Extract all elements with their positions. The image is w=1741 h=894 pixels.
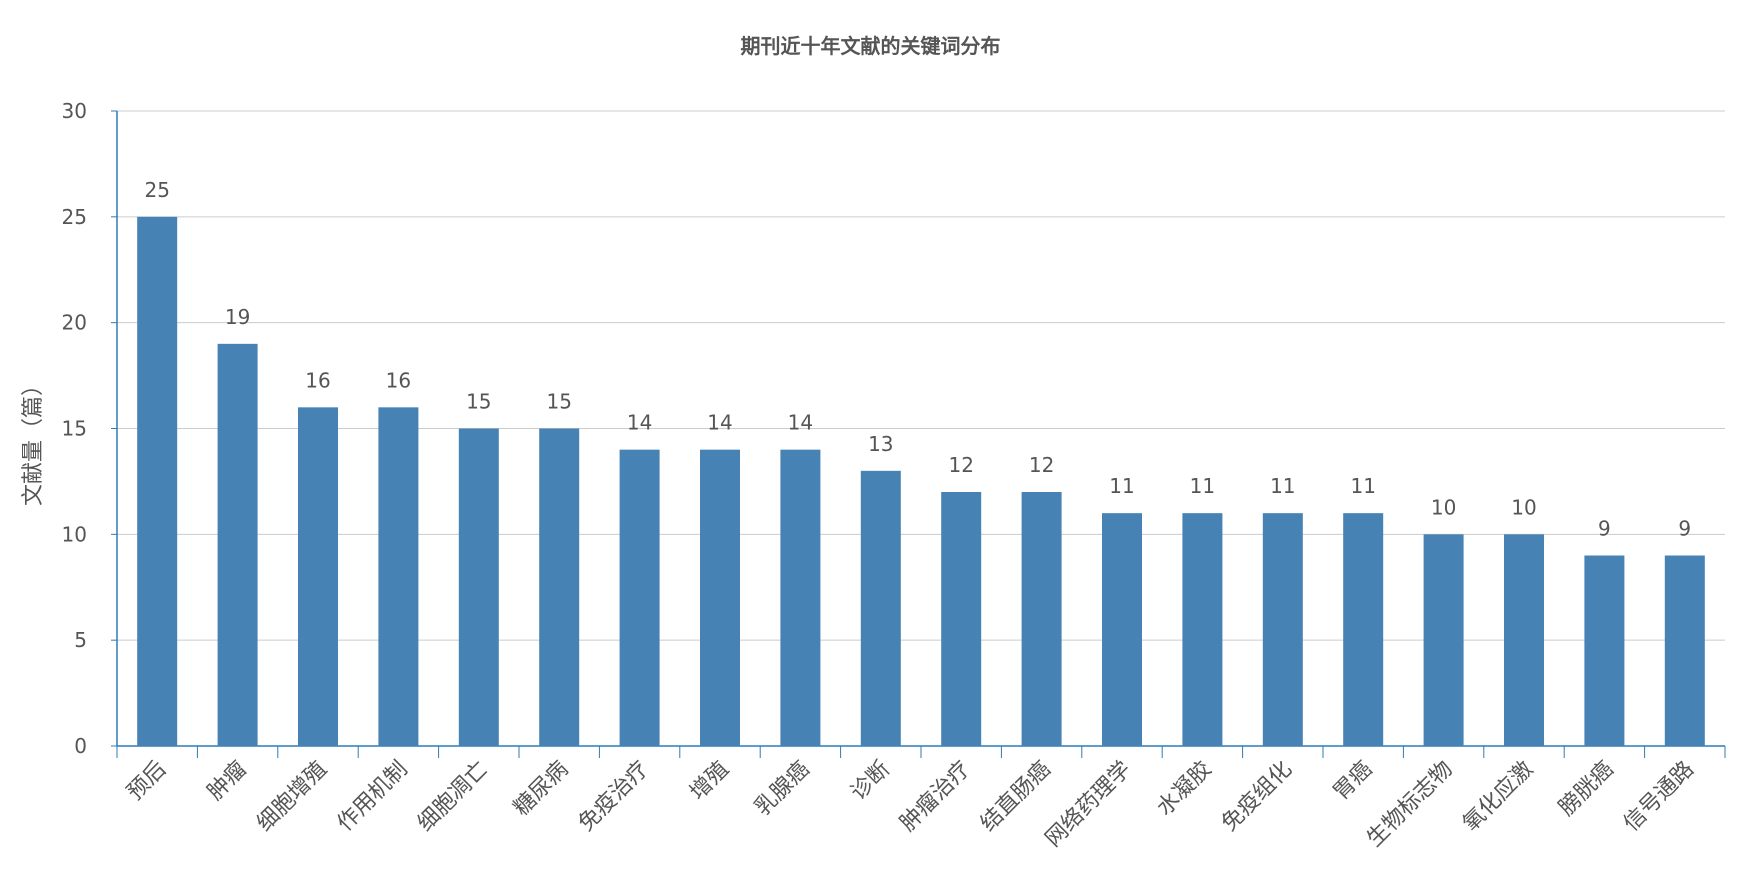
data-label: 14: [788, 411, 813, 435]
bar: [619, 449, 660, 746]
x-tick-label: 细胞凋亡: [413, 757, 493, 837]
data-label: 25: [144, 178, 169, 202]
data-label: 11: [1190, 474, 1215, 498]
x-tick-label: 肿瘤: [203, 757, 252, 806]
y-tick-label: 25: [62, 205, 87, 229]
data-label: 19: [225, 305, 250, 329]
data-label: 16: [386, 368, 411, 392]
x-tick-label: 增殖: [685, 757, 734, 806]
bar: [1182, 513, 1223, 746]
data-label: 14: [707, 411, 732, 435]
data-label: 9: [1598, 517, 1611, 541]
x-tick-label: 免疫治疗: [574, 757, 654, 837]
data-label: 13: [868, 432, 893, 456]
y-tick-label: 0: [74, 734, 87, 758]
bar: [860, 470, 901, 746]
chart-title: 期刊近十年文献的关键词分布: [740, 34, 1001, 58]
bar: [1021, 492, 1062, 746]
x-tick-label: 诊断: [846, 757, 895, 806]
x-tick-label: 氧化应激: [1458, 757, 1538, 837]
x-tick-label: 乳腺癌: [750, 757, 814, 821]
data-label: 15: [466, 390, 491, 414]
y-tick-label: 15: [62, 417, 87, 441]
data-label: 11: [1270, 474, 1295, 498]
data-label: 14: [627, 411, 652, 435]
bar: [539, 428, 580, 746]
x-tick-label: 膀胱癌: [1554, 757, 1618, 821]
data-label: 11: [1109, 474, 1134, 498]
bar: [1343, 513, 1384, 746]
x-tick-label: 肿瘤治疗: [896, 757, 976, 837]
data-label: 12: [948, 453, 973, 477]
bar: [217, 343, 258, 746]
bar: [700, 449, 740, 746]
x-tick-label: 结直肠癌: [976, 757, 1056, 837]
y-tick-label: 20: [62, 311, 87, 335]
data-label: 10: [1431, 495, 1456, 519]
data-label: 15: [546, 390, 571, 414]
bar: [1423, 534, 1464, 746]
bar: [137, 216, 178, 747]
bar: [1504, 534, 1544, 746]
bar: [941, 492, 982, 746]
data-label: 16: [305, 368, 330, 392]
y-tick-label: 10: [62, 522, 87, 546]
data-label: 10: [1511, 495, 1536, 519]
bar: [1262, 513, 1303, 746]
data-label: 12: [1029, 453, 1054, 477]
data-label: 11: [1350, 474, 1375, 498]
data-label: 9: [1678, 517, 1691, 541]
bar: [1102, 513, 1142, 746]
x-tick-label: 作用机制: [333, 757, 413, 837]
bar: [458, 428, 499, 746]
x-tick-label: 生物标志物: [1362, 757, 1457, 852]
bar: [780, 449, 821, 746]
bar: [1664, 555, 1705, 746]
x-tick-label: 胃癌: [1329, 757, 1378, 806]
bar: [298, 407, 338, 746]
x-tick-label: 信号通路: [1619, 757, 1699, 837]
x-tick-label: 糖尿病: [509, 757, 573, 821]
y-tick-label: 30: [62, 99, 87, 123]
y-axis-label: 文献量（篇）: [21, 374, 46, 506]
x-tick-label: 细胞增殖: [252, 757, 332, 837]
x-tick-label: 网络药理学: [1041, 757, 1136, 852]
bar: [1584, 555, 1625, 746]
x-tick-label: 免疫组化: [1217, 757, 1297, 837]
y-tick-label: 5: [74, 628, 87, 652]
bar: [378, 407, 419, 746]
x-tick-label: 水凝胶: [1152, 757, 1216, 821]
x-tick-label: 预后: [123, 757, 172, 806]
